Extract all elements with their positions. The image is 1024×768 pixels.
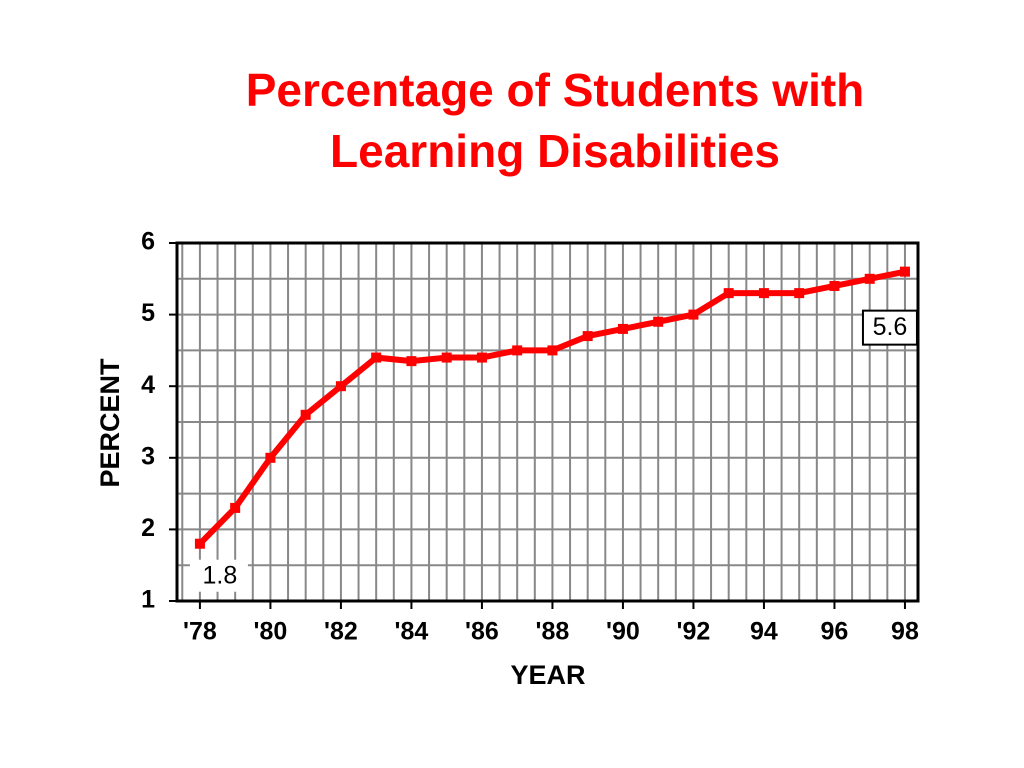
data-label-box: [189, 559, 248, 592]
data-point: [899, 266, 910, 277]
y-tick-label: 2: [141, 514, 155, 542]
x-tick-label: '90: [606, 618, 640, 646]
data-point: [371, 352, 382, 363]
x-axis-title: YEAR: [510, 660, 585, 690]
y-tick-label: 4: [141, 371, 155, 399]
plot: 1.8 5.6: [189, 266, 918, 592]
x-tick-label: '92: [677, 618, 711, 646]
data-label: 5.6: [873, 313, 908, 341]
data-point: [194, 538, 205, 549]
x-tick-label: 96: [821, 618, 849, 646]
y-tick-label: 1: [141, 586, 155, 614]
data-label: 1.8: [203, 561, 238, 589]
y-axis-title: PERCENT: [95, 358, 125, 488]
data-point: [441, 352, 452, 363]
data-point: [547, 345, 558, 356]
data-point: [723, 288, 734, 299]
data-point: [300, 409, 311, 420]
data-point: [617, 323, 628, 334]
x-tick-label: '82: [324, 618, 358, 646]
data-point: [230, 502, 241, 513]
data-point: [688, 309, 699, 320]
chart-title: Percentage of Students with: [246, 64, 865, 116]
x-tick-label: '78: [183, 618, 217, 646]
data-point: [794, 288, 805, 299]
y-tick-label: 3: [141, 442, 155, 470]
data-label-box: [861, 309, 918, 346]
y-tick-label: 5: [141, 299, 155, 327]
plot-frame: [175, 241, 920, 603]
grid: [175, 241, 920, 603]
x-tick-label: '84: [395, 618, 429, 646]
data-point: [265, 452, 276, 463]
x-tick-label: 98: [891, 618, 919, 646]
data-point: [476, 352, 487, 363]
x-tick-label: '86: [465, 618, 499, 646]
x-tick-label: '88: [536, 618, 570, 646]
x-tick-label: '80: [254, 618, 288, 646]
data-point: [758, 288, 769, 299]
data-point: [653, 316, 664, 327]
data-point: [335, 381, 346, 392]
y-tick-label: 6: [141, 228, 155, 256]
chart-title: Learning Disabilities: [330, 125, 780, 177]
data-point: [864, 273, 875, 284]
data-point: [512, 345, 523, 356]
data-point: [582, 331, 593, 342]
data-point: [406, 356, 417, 367]
x-tick-label: 94: [750, 618, 778, 646]
data-point: [829, 280, 840, 291]
